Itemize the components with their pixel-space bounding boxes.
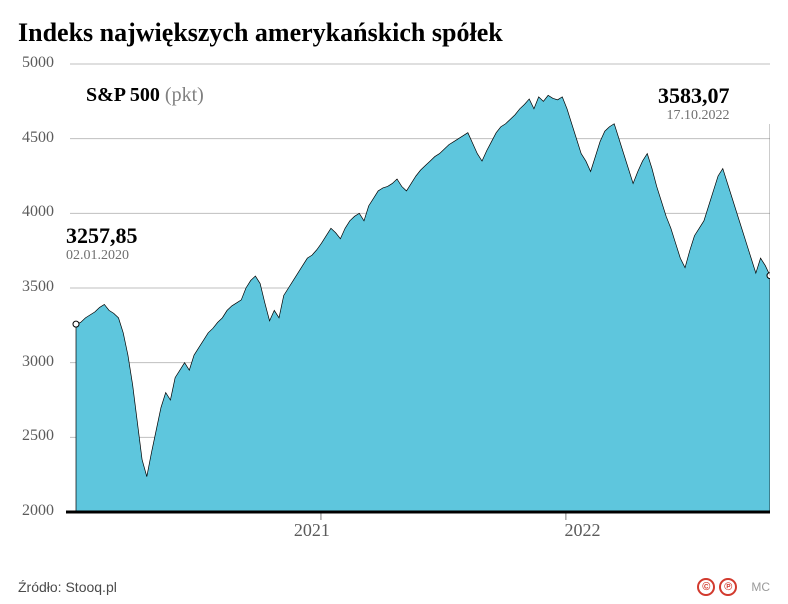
callout-start-date: 02.01.2020 [66, 248, 138, 263]
y-tick-label: 3500 [22, 278, 54, 296]
badges: © ℗ [697, 578, 737, 596]
series-name: S&P 500 [86, 84, 160, 106]
x-tick-label: 2021 [294, 520, 330, 541]
x-tick-label: 2022 [565, 520, 601, 541]
chart-container: Indeks największych amerykańskich spółek… [0, 0, 788, 604]
source-label: Źródło: Stooq.pl [18, 579, 117, 595]
chart-svg [18, 56, 770, 546]
series-unit: (pkt) [165, 84, 204, 106]
callout-end-date: 17.10.2022 [658, 108, 730, 123]
y-tick-label: 2000 [22, 502, 54, 520]
y-tick-label: 4500 [22, 129, 54, 147]
series-label: S&P 500 (pkt) [86, 84, 204, 107]
callout-start: 3257,85 02.01.2020 [66, 224, 138, 264]
chart-title: Indeks największych amerykańskich spółek [18, 18, 770, 48]
y-tick-label: 3000 [22, 353, 54, 371]
copyright-icon: © [697, 578, 715, 596]
y-tick-label: 2500 [22, 427, 54, 445]
callout-end-value: 3583,07 [658, 84, 730, 108]
footer-row: Źródło: Stooq.pl © ℗ MC [18, 578, 770, 596]
chart-area: S&P 500 (pkt) 3257,85 02.01.2020 3583,07… [18, 56, 770, 546]
y-tick-label: 5000 [22, 54, 54, 72]
y-tick-label: 4000 [22, 203, 54, 221]
author-initials: MC [751, 580, 770, 594]
phonogram-icon: ℗ [719, 578, 737, 596]
callout-start-value: 3257,85 [66, 224, 138, 248]
callout-end: 3583,07 17.10.2022 [658, 84, 730, 124]
